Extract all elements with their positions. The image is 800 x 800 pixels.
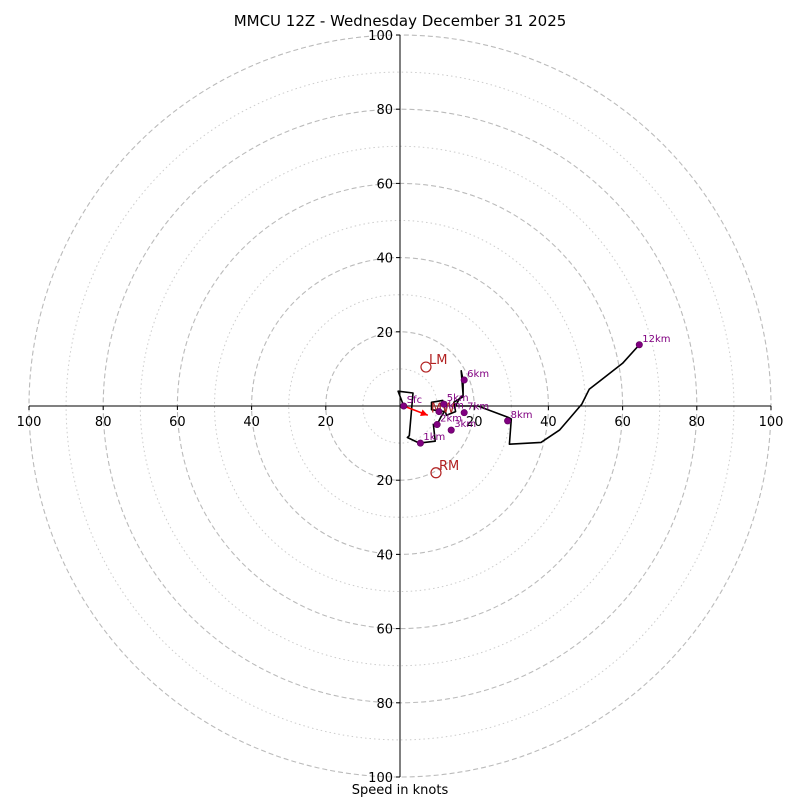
height-label-sfc: Sfc: [407, 395, 422, 406]
x-tick-label: 60: [169, 415, 186, 430]
x-tick-label: 80: [689, 415, 706, 430]
x-tick-label: 20: [466, 415, 483, 430]
x-tick-label: 100: [759, 415, 784, 430]
rm-marker: [430, 467, 442, 479]
y-tick-label: 20: [376, 474, 393, 489]
height-label-12km: 12km: [642, 334, 670, 345]
lm-marker: [420, 361, 432, 373]
y-tick-label: 40: [376, 548, 393, 563]
height-marker-sfc: [400, 402, 408, 410]
chart-title: MMCU 12Z - Wednesday December 31 2025: [233, 12, 567, 30]
height-label-3km: 3km: [454, 419, 476, 430]
height-label-2km: 2km: [440, 414, 462, 425]
height-label-8km: 8km: [511, 410, 533, 421]
y-tick-label: 60: [376, 177, 393, 192]
x-tick-label: 80: [95, 415, 112, 430]
height-label-4km: 4km: [442, 401, 464, 412]
height-marker-12km: [635, 341, 643, 349]
hodograph-trace-line: [397, 344, 640, 446]
x-tick-label: 40: [243, 415, 260, 430]
x-tick-label: 20: [318, 415, 335, 430]
y-tick-label: 60: [376, 623, 393, 638]
x-tick-label: 100: [17, 415, 42, 430]
y-tick-label: 100: [368, 771, 393, 786]
hodograph-axes: [29, 35, 771, 777]
rm-label: RM: [439, 459, 459, 474]
x-tick-label: 60: [614, 415, 631, 430]
axis-ticks: 100 80 60 40 20 20 40 60 80 100 100 80 60 40 20 20 40 60 8…: [17, 29, 784, 786]
y-tick-label: 80: [376, 697, 393, 712]
height-label-7km: 7km: [467, 402, 489, 413]
height-label-6km: 6km: [467, 369, 489, 380]
lm-label: LM: [429, 353, 447, 368]
y-tick-label: 20: [376, 326, 393, 341]
height-label-1km: 1km: [423, 432, 445, 443]
y-tick-label: 80: [376, 103, 393, 118]
height-marker-8km: [504, 417, 512, 425]
y-tick-label: 100: [368, 29, 393, 44]
height-marker-2km: [433, 421, 441, 429]
height-marker-6km: [460, 376, 468, 384]
height-marker-3km: [447, 426, 455, 434]
height-marker-5km: [440, 400, 448, 408]
height-marker-4km: [435, 408, 443, 416]
height-marker-1km: [416, 439, 424, 447]
x-tick-label: 40: [540, 415, 557, 430]
y-tick-label: 40: [376, 252, 393, 267]
height-marker-7km: [460, 409, 468, 417]
wind-trace: [397, 344, 640, 446]
x-axis-label: Speed in knots: [351, 783, 449, 798]
shear-arrow-head: [420, 409, 428, 417]
height-label-5km: 5km: [447, 393, 469, 404]
